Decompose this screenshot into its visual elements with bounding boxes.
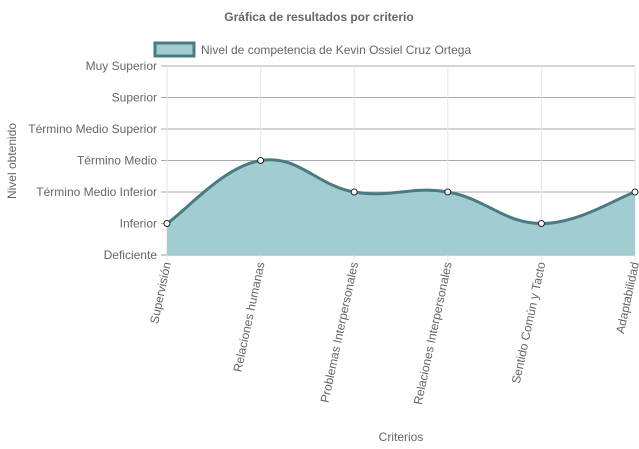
x-tick-label: Supervisión [147, 261, 174, 325]
point [444, 188, 452, 196]
x-tick-label: Adaptabilidad [613, 261, 639, 335]
area [167, 159, 635, 255]
point [163, 220, 171, 227]
point [537, 220, 545, 227]
legend-swatch [153, 41, 196, 58]
point [631, 188, 639, 196]
line [166, 158, 636, 226]
x-tick-label: Relaciones humanas [231, 261, 268, 374]
y-tick-label: Superior [112, 91, 157, 105]
chart-title: Gráfica de resultados por criterio [224, 10, 413, 24]
y-tick-label: Deficiente [104, 248, 158, 262]
x-axis-title: Criterios [379, 430, 424, 444]
y-tick-label: Inferior [120, 217, 157, 231]
y-tick-label: Muy Superior [86, 59, 157, 73]
y-tick-label: Término Medio [77, 154, 157, 168]
y-tick-label: Término Medio Inferior [36, 185, 157, 199]
y-axis-title: Nivel obtenido [5, 123, 19, 199]
point [350, 188, 358, 196]
x-tick-label: Relaciones Interpersonales [411, 261, 455, 406]
y-tick-label: Término Medio Superior [28, 122, 157, 136]
x-tick-label: Sentido Común y Tacto [509, 260, 549, 384]
legend-label: Nivel de competencia de Kevin Ossiel Cru… [201, 43, 471, 57]
x-tick-label: Problemas Interpersonales [318, 261, 362, 404]
point [257, 157, 265, 164]
